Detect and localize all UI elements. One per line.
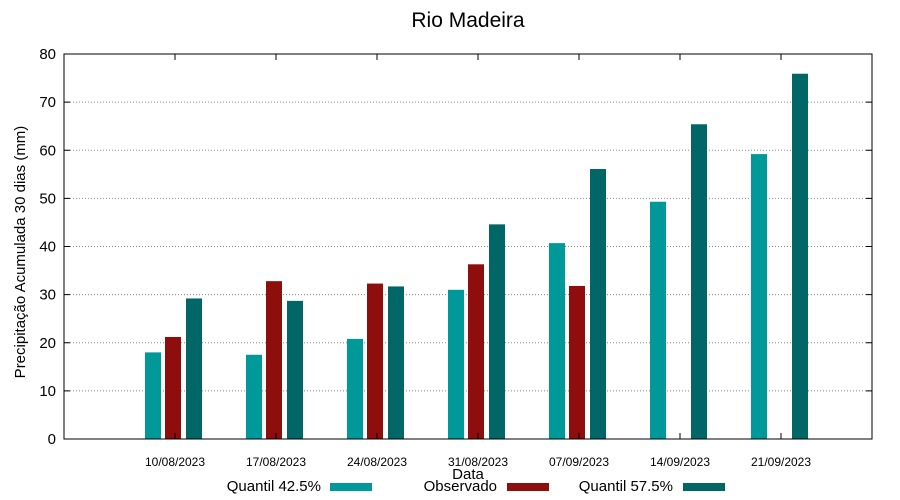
- legend-label: Quantil 42.5%: [227, 478, 321, 495]
- bar-quantil-42-5--3: [448, 289, 464, 439]
- bar-observado-0: [165, 336, 181, 439]
- x-tick-label: 10/08/2023: [145, 455, 205, 469]
- legend-swatch: [507, 483, 549, 491]
- plot-frame: [63, 53, 873, 440]
- bar-quantil-42-5--0: [145, 352, 161, 439]
- y-tick-label: 20: [39, 335, 56, 352]
- x-tick-label: 31/08/2023: [448, 455, 508, 469]
- x-axis-label: Data: [452, 466, 484, 483]
- y-tick-label: 70: [39, 94, 56, 111]
- legend-swatch: [330, 483, 372, 491]
- bar-observado-1: [266, 281, 282, 439]
- bar-observado-4: [569, 285, 585, 439]
- y-axis-ticks: 0 10 20 30 40 50 60 70 80: [39, 46, 872, 448]
- bar-quantil-57-5--1: [287, 300, 303, 439]
- y-axis-label: Precipitação Acumulada 30 dias (mm): [12, 126, 29, 379]
- legend-label: Quantil 57.5%: [579, 478, 673, 495]
- bar-quantil-57-5--6: [792, 73, 808, 439]
- y-tick-label: 30: [39, 287, 56, 304]
- x-tick-label: 24/08/2023: [347, 455, 407, 469]
- legend-label: Observado: [424, 478, 497, 495]
- bar-quantil-57-5--5: [691, 124, 707, 439]
- legend: Quantil 42.5% Observado Quantil 57.5%: [227, 478, 725, 495]
- x-tick-label: 21/09/2023: [751, 455, 811, 469]
- chart-title: Rio Madeira: [411, 9, 525, 32]
- legend-swatch: [683, 483, 725, 491]
- bar-quantil-57-5--3: [489, 224, 505, 439]
- bars: [145, 73, 808, 440]
- bar-quantil-42-5--2: [347, 338, 363, 439]
- y-tick-label: 0: [48, 431, 56, 448]
- x-tick-label: 07/09/2023: [549, 455, 609, 469]
- bar-quantil-57-5--0: [186, 298, 202, 439]
- bar-quantil-42-5--5: [650, 201, 666, 439]
- bar-quantil-42-5--1: [246, 354, 262, 439]
- y-tick-label: 10: [39, 383, 56, 400]
- bar-quantil-42-5--6: [751, 154, 767, 439]
- bar-observado-2: [367, 283, 383, 439]
- x-tick-label: 14/09/2023: [650, 455, 710, 469]
- x-tick-label: 17/08/2023: [246, 455, 306, 469]
- y-tick-label: 50: [39, 190, 56, 207]
- bar-quantil-42-5--4: [549, 243, 565, 439]
- bar-quantil-57-5--2: [388, 286, 404, 439]
- x-axis-ticks: 10/08/2023 17/08/2023 24/08/2023 31/08/2023…: [145, 54, 811, 469]
- bar-quantil-57-5--4: [590, 169, 606, 440]
- y-tick-label: 60: [39, 142, 56, 159]
- y-tick-label: 40: [39, 239, 56, 256]
- bar-observado-3: [468, 264, 484, 439]
- y-tick-label: 80: [39, 46, 56, 63]
